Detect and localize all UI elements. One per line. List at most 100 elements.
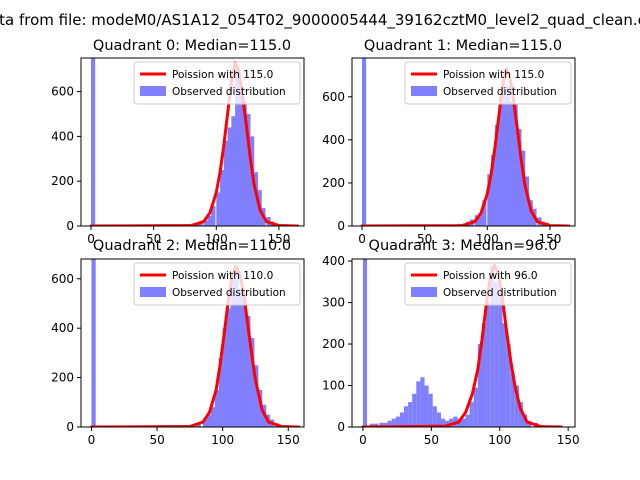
- hist-bar: [379, 422, 384, 427]
- hist-bar: [498, 96, 503, 226]
- hist-bar: [481, 323, 487, 427]
- hist-bar: [502, 323, 507, 427]
- hist-bar: [403, 406, 409, 427]
- hist-bar: [246, 315, 251, 427]
- x-tick-label: 150: [538, 232, 561, 246]
- y-tick-label: 600: [51, 272, 74, 286]
- hist-bar: [461, 418, 466, 427]
- legend-box: [133, 262, 301, 306]
- panel-quadrant-3: Quadrant 3: Median=96.0 0 50 100 150 0 100 200…: [322, 238, 580, 447]
- y-tick-label: 600: [322, 90, 345, 104]
- hist-bar: [395, 416, 400, 427]
- hist-bar: [399, 412, 404, 427]
- hist-bar: [220, 170, 225, 226]
- hist-bar: [230, 278, 235, 427]
- hist-bar: [206, 414, 212, 427]
- hist-bar: [408, 402, 413, 427]
- hist-bar: [373, 423, 378, 427]
- hist-bar: [223, 140, 228, 226]
- hist-bar: [518, 402, 524, 427]
- hist-bar: [216, 192, 221, 226]
- y-tick-label: 100: [322, 379, 345, 393]
- x-tick-label: 0: [359, 433, 367, 447]
- x-tick-label: 50: [424, 433, 439, 447]
- hist-bar: [524, 176, 530, 226]
- hist-bar: [227, 127, 232, 226]
- panel-quadrant-1: Quadrant 1: Median=115.0 0 50 100 150 0 200 40…: [322, 38, 576, 246]
- y-tick-label: 200: [51, 371, 74, 385]
- hist-bar: [424, 385, 429, 427]
- hist-bar: [238, 288, 243, 427]
- x-tick-label: 100: [488, 433, 511, 447]
- hist-bar: [432, 406, 437, 427]
- plot-area: [361, 259, 563, 427]
- y-tick-label: 200: [51, 174, 74, 188]
- legend-label: Poission with 110.0: [172, 270, 273, 282]
- legend-hist-swatch: [140, 287, 166, 297]
- x-tick-label: 100: [211, 433, 234, 447]
- x-tick-label: 150: [267, 232, 290, 246]
- x-tick-label: 50: [417, 232, 432, 246]
- hist-bar: [506, 86, 511, 226]
- hist-bar: [494, 124, 499, 226]
- legend-label: Poission with 96.0: [443, 270, 538, 282]
- y-tick-label: 400: [322, 254, 345, 268]
- y-tick-label: 200: [322, 176, 345, 190]
- y-tick-label: 400: [322, 133, 345, 147]
- figure-suptitle: Data from file: modeM0/AS1A12_054T02_900…: [0, 11, 640, 30]
- axes-frame: [80, 258, 305, 428]
- hist-bar: [510, 373, 515, 427]
- hist-bar: [509, 101, 514, 226]
- hist-bar: [207, 215, 212, 226]
- legend-box: [404, 61, 572, 105]
- axes-frame: [80, 57, 305, 227]
- hist-bar: [246, 114, 251, 226]
- x-tick-label: 50: [149, 433, 164, 447]
- hist-bar: [445, 420, 450, 427]
- y-tick-label: 0: [66, 420, 74, 434]
- hist-bar: [253, 172, 259, 226]
- hist-bar: [234, 271, 239, 427]
- legend-hist-swatch: [411, 86, 437, 96]
- legend-hist-swatch: [140, 86, 166, 96]
- legend-hist-swatch: [411, 287, 437, 297]
- hist-bar: [362, 259, 368, 427]
- legend-box: [404, 262, 572, 306]
- hist-bar: [412, 393, 417, 427]
- hist-bar: [238, 87, 243, 226]
- hist-bar: [416, 381, 421, 427]
- legend: Poission with 96.0 Observed distribution: [404, 262, 572, 306]
- hist-bar: [250, 338, 255, 427]
- hist-bar: [486, 302, 491, 427]
- hist-bar: [362, 58, 367, 226]
- legend: Poission with 110.0 Observed distribution: [133, 262, 301, 306]
- hist-bar: [478, 213, 483, 226]
- x-tick-label: 0: [358, 232, 366, 246]
- hist-bar: [473, 387, 478, 427]
- y-tick-label: 400: [51, 321, 74, 335]
- hist-bar: [383, 422, 388, 427]
- panel-title: Quadrant 3: Median=96.0: [369, 238, 558, 254]
- hist-bar: [469, 402, 474, 427]
- legend-label: Observed distribution: [443, 287, 557, 299]
- hist-bar: [231, 116, 236, 226]
- axes-frame: [351, 57, 576, 227]
- hist-bar: [513, 103, 518, 226]
- x-tick-label: 0: [87, 232, 95, 246]
- hist-bar: [242, 293, 247, 427]
- hist-bar: [211, 205, 216, 226]
- hist-bar: [514, 385, 519, 427]
- hist-bar: [498, 294, 503, 427]
- hist-bar: [482, 200, 487, 226]
- hist-bar: [521, 150, 526, 226]
- hist-bar: [487, 174, 492, 226]
- hist-bar: [517, 129, 522, 226]
- y-tick-label: 0: [66, 219, 74, 233]
- hist-bar: [254, 365, 259, 427]
- legend: Poission with 115.0 Observed distribution: [404, 61, 572, 105]
- y-tick-label: 200: [322, 337, 345, 351]
- x-tick-label: 150: [277, 433, 300, 447]
- hist-bar: [218, 357, 223, 427]
- hist-bar: [226, 308, 231, 427]
